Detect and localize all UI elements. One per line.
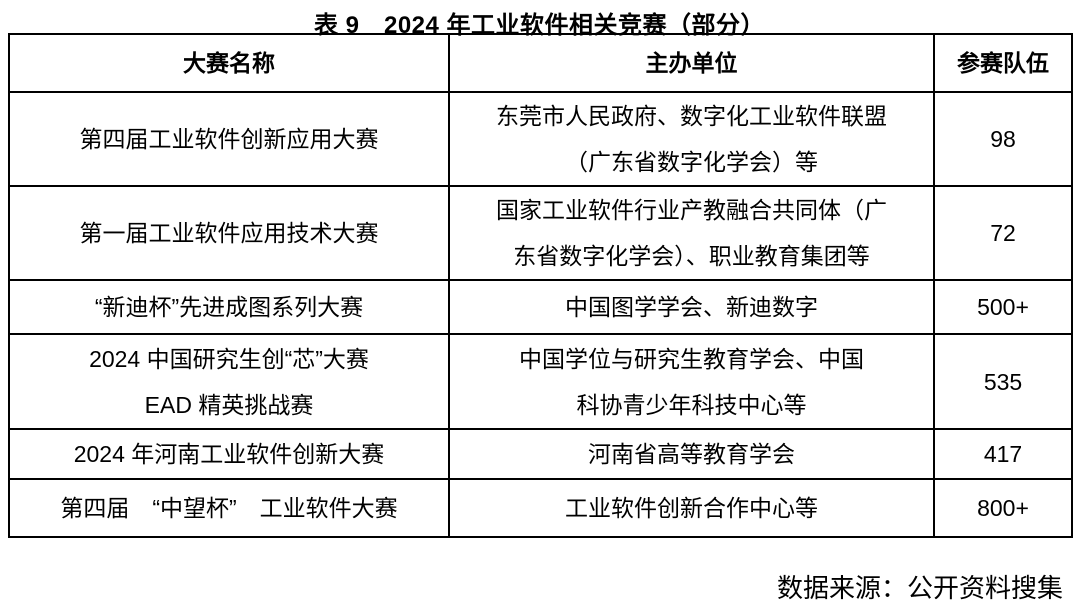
cell-teams: 535 [933, 333, 1073, 430]
data-source-note: 数据来源：公开资料搜集 [776, 573, 1063, 603]
cell-organizer: 河南省高等教育学会 [448, 428, 935, 480]
cell-competition-name: 2024 中国研究生创“芯”大赛 EAD 精英挑战赛 [8, 333, 450, 430]
cell-organizer: 中国图学学会、新迪数字 [448, 279, 935, 335]
cell-competition-name: 第四届 “中望杯” 工业软件大赛 [8, 478, 450, 538]
cell-competition-name: 第一届工业软件应用技术大赛 [8, 185, 450, 281]
table-title: 表 9 2024 年工业软件相关竞赛（部分） [313, 12, 766, 39]
table-row: 第四届工业软件创新应用大赛 东莞市人民政府、数字化工业软件联盟 （广东省数字化学… [8, 91, 1073, 187]
cell-teams: 72 [933, 185, 1073, 281]
header-competition-name: 大赛名称 [8, 33, 450, 93]
cell-teams: 417 [933, 428, 1073, 480]
cell-competition-name: 第四届工业软件创新应用大赛 [8, 91, 450, 187]
header-organizer: 主办单位 [448, 33, 935, 93]
cell-competition-name: “新迪杯”先进成图系列大赛 [8, 279, 450, 335]
header-teams: 参赛队伍 [933, 33, 1073, 93]
table-row: 2024 中国研究生创“芯”大赛 EAD 精英挑战赛 中国学位与研究生教育学会、… [8, 333, 1073, 430]
table-row: 第四届 “中望杯” 工业软件大赛 工业软件创新合作中心等 800+ [8, 478, 1073, 538]
table-row: 第一届工业软件应用技术大赛 国家工业软件行业产教融合共同体（广 东省数字化学会）… [8, 185, 1073, 281]
cell-competition-name: 2024 年河南工业软件创新大赛 [8, 428, 450, 480]
cell-teams: 500+ [933, 279, 1073, 335]
cell-organizer: 国家工业软件行业产教融合共同体（广 东省数字化学会）、职业教育集团等 [448, 185, 935, 281]
cell-teams: 800+ [933, 478, 1073, 538]
cell-organizer: 中国学位与研究生教育学会、中国 科协青少年科技中心等 [448, 333, 935, 430]
cell-organizer: 东莞市人民政府、数字化工业软件联盟 （广东省数字化学会）等 [448, 91, 935, 187]
cell-organizer: 工业软件创新合作中心等 [448, 478, 935, 538]
cell-teams: 98 [933, 91, 1073, 187]
table-row: “新迪杯”先进成图系列大赛 中国图学学会、新迪数字 500+ [8, 279, 1073, 335]
table-header-row: 大赛名称 主办单位 参赛队伍 [8, 33, 1073, 93]
competitions-table: 大赛名称 主办单位 参赛队伍 第四届工业软件创新应用大赛 东莞市人民政府、数字化… [8, 33, 1073, 538]
table-row: 2024 年河南工业软件创新大赛 河南省高等教育学会 417 [8, 428, 1073, 480]
